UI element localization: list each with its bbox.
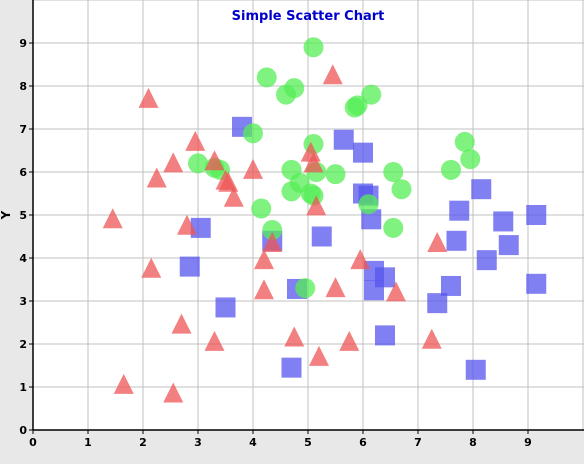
triangle-marker: [300, 141, 321, 162]
triangle-marker: [223, 186, 244, 207]
square-marker: [281, 357, 302, 378]
square-marker: [361, 209, 382, 230]
triangle-marker: [204, 330, 225, 351]
square-marker: [449, 200, 470, 221]
chart-title: Simple Scatter Chart: [232, 9, 385, 24]
triangle-marker: [141, 257, 162, 278]
square-marker: [311, 226, 332, 247]
triangle-marker: [386, 281, 406, 302]
x-tick-label: 2: [139, 436, 147, 449]
x-tick-label: 9: [524, 436, 532, 449]
triangle-marker: [146, 167, 167, 188]
triangle-marker: [427, 231, 448, 252]
square-marker: [471, 179, 492, 200]
circle-marker: [251, 198, 272, 219]
triangle-marker: [243, 158, 263, 179]
triangle-marker: [254, 279, 274, 300]
circle-marker: [188, 153, 208, 174]
triangle-marker: [102, 208, 123, 229]
y-tick-label: 4: [19, 252, 27, 265]
x-tick-label: 7: [414, 436, 422, 449]
tick-labels: 0 1 2 3 4 5 6 7 8 9 0 1 2 3 4 5 6 7 8 9: [19, 37, 531, 449]
triangle-marker: [262, 231, 283, 252]
y-tick-label: 8: [19, 80, 27, 93]
x-tick-label: 8: [469, 436, 477, 449]
triangle-marker: [303, 152, 324, 173]
triangle-marker: [322, 64, 343, 85]
circle-marker: [454, 131, 475, 152]
square-marker: [353, 142, 373, 163]
circle-marker: [295, 278, 316, 299]
triangle-marker: [138, 87, 159, 108]
square-marker: [526, 205, 547, 225]
triangle-marker: [113, 373, 134, 394]
circle-marker: [391, 179, 412, 200]
circle-marker: [361, 84, 382, 105]
triangle-marker: [177, 214, 197, 235]
triangle-marker: [204, 150, 225, 171]
triangle-marker: [350, 249, 371, 270]
circle-marker: [383, 217, 404, 238]
y-axis-label: Y: [0, 210, 13, 220]
circle-marker: [256, 67, 277, 88]
y-tick-label: 0: [19, 424, 27, 437]
square-marker: [446, 230, 467, 251]
square-marker: [476, 250, 497, 271]
square-marker: [493, 211, 514, 232]
square-marker: [465, 359, 486, 380]
triangle-marker: [284, 326, 305, 347]
circle-marker: [325, 164, 346, 185]
square-marker: [333, 129, 354, 150]
triangle-marker: [254, 249, 274, 270]
square-marker: [375, 267, 395, 288]
x-tick-label: 4: [249, 436, 257, 449]
circle-marker: [303, 37, 324, 58]
y-tick-label: 6: [19, 166, 27, 179]
circle-marker: [460, 149, 481, 170]
circle-marker: [284, 78, 305, 99]
x-tick-label: 0: [29, 436, 37, 449]
y-tick-label: 1: [19, 381, 27, 394]
y-tick-label: 9: [19, 37, 27, 50]
x-tick-label: 5: [304, 436, 312, 449]
triangle-marker: [325, 277, 346, 298]
triangle-marker: [421, 328, 442, 349]
square-marker: [498, 235, 519, 256]
triangle-marker: [185, 130, 206, 151]
x-tick-label: 6: [359, 436, 367, 449]
triangle-marker: [339, 330, 360, 351]
data-markers: [102, 37, 547, 403]
y-tick-label: 5: [19, 209, 27, 222]
x-tick-label: 3: [194, 436, 202, 449]
x-tick-label: 1: [84, 436, 92, 449]
triangle-marker: [309, 345, 329, 366]
circle-marker: [262, 220, 283, 241]
square-marker: [190, 217, 211, 238]
square-marker: [526, 273, 547, 294]
circle-marker: [383, 162, 404, 182]
triangle-marker: [163, 382, 184, 403]
y-tick-label: 7: [19, 123, 27, 136]
triangle-marker: [163, 152, 184, 173]
circle-marker: [358, 194, 379, 215]
triangle-marker: [218, 171, 239, 192]
square-marker: [441, 275, 461, 296]
square-marker: [179, 256, 200, 277]
square-marker: [215, 297, 236, 318]
triangle-marker: [306, 195, 327, 216]
circle-marker: [347, 95, 368, 116]
square-marker: [427, 293, 448, 314]
circle-marker: [243, 123, 263, 144]
y-tick-label: 2: [19, 338, 27, 351]
y-tick-label: 3: [19, 295, 27, 308]
axes: [29, 0, 584, 434]
circle-marker: [441, 159, 461, 180]
square-marker: [375, 325, 395, 346]
triangle-marker: [171, 313, 192, 334]
